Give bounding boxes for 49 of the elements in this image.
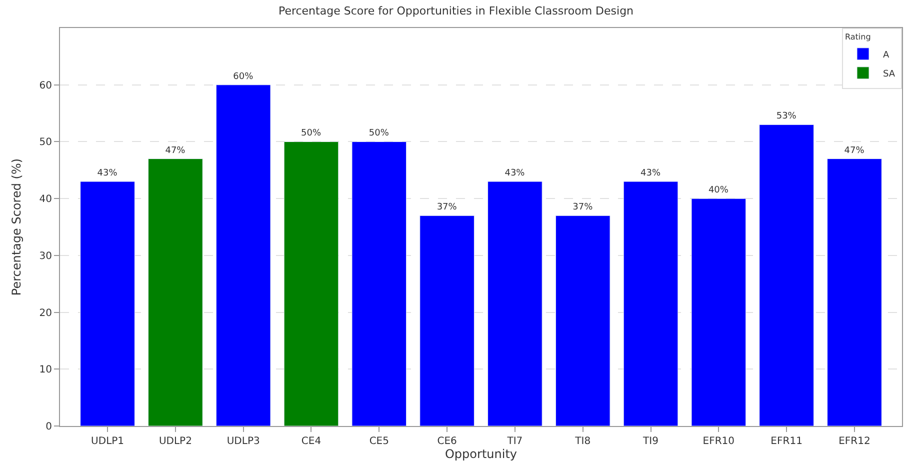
data-label: 43% — [640, 168, 661, 179]
chart-title: Percentage Score for Opportunities in Flexible Classroom Design — [278, 4, 634, 18]
x-tick-label: EFR12 — [838, 436, 870, 447]
legend-label: SA — [883, 69, 896, 80]
data-label: 37% — [572, 202, 594, 213]
y-tick-label: 40 — [39, 194, 52, 206]
y-axis-title: Percentage Scored (%) — [10, 158, 24, 296]
bar — [216, 84, 271, 426]
bar — [284, 141, 339, 426]
data-label: 43% — [504, 168, 526, 179]
data-label: 50% — [301, 128, 322, 139]
x-tick-label: TI8 — [574, 436, 591, 447]
x-tick-label: UDLP3 — [226, 436, 260, 447]
bar — [759, 124, 814, 426]
y-tick-label: 0 — [46, 422, 52, 432]
data-label: 43% — [97, 168, 118, 179]
bar — [827, 158, 882, 426]
data-label: 47% — [165, 146, 186, 156]
x-tick-label: TI7 — [506, 436, 523, 447]
y-tick-label: 10 — [39, 364, 52, 376]
bar — [80, 181, 135, 426]
x-tick-label: UDLP1 — [91, 436, 124, 447]
bar — [352, 141, 407, 426]
x-tick-label: CE6 — [437, 436, 457, 447]
bar — [623, 181, 678, 426]
data-label: 40% — [708, 186, 729, 196]
legend-label: A — [883, 50, 890, 60]
x-tick-label: TI9 — [642, 436, 658, 447]
x-tick-label: EFR11 — [770, 436, 802, 447]
y-tick-label: 50 — [39, 137, 52, 148]
bar — [148, 158, 203, 426]
y-tick-label: 30 — [39, 250, 52, 262]
x-tick-label: UDLP2 — [158, 436, 192, 447]
x-tick-label: CE4 — [301, 436, 322, 447]
data-label: 47% — [844, 146, 865, 156]
y-tick-label: 20 — [39, 308, 52, 319]
data-label: 53% — [776, 112, 797, 122]
bar — [488, 181, 542, 426]
x-axis-title: Opportunity — [444, 447, 518, 461]
x-tick-label: CE5 — [369, 436, 389, 447]
bar — [691, 198, 746, 426]
data-label: 50% — [368, 128, 390, 139]
data-label: 37% — [436, 202, 458, 213]
x-tick-label: EFR10 — [702, 436, 735, 447]
bar — [555, 215, 610, 426]
y-tick-label: 60 — [39, 80, 52, 92]
data-label: 60% — [233, 72, 254, 82]
bar — [420, 215, 474, 426]
legend-title: Rating — [845, 32, 871, 42]
